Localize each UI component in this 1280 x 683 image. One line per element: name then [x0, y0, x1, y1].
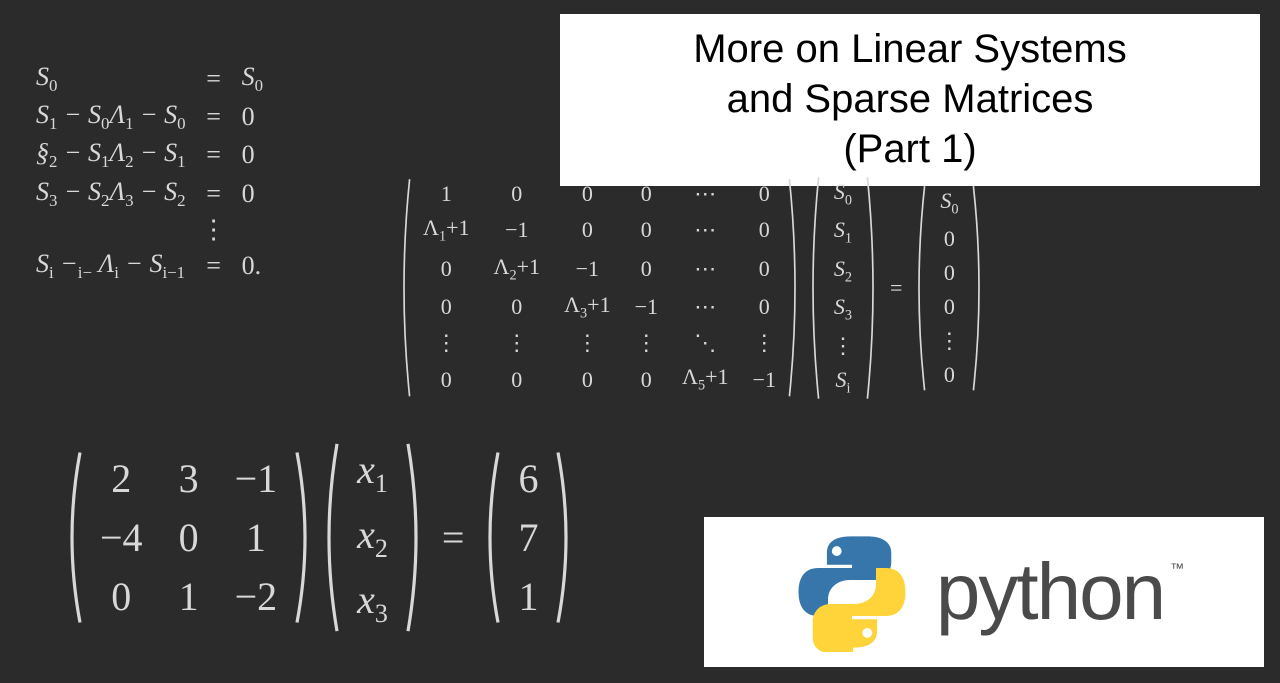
eq-rhs: 0. — [238, 247, 267, 285]
matrix-cell: S3 — [820, 290, 866, 328]
matrix-cell: 0 — [741, 177, 788, 211]
sparse-matrix-equation: 1000⋯0Λ1+1−100⋯00Λ2+1−10⋯000Λ3+1−1⋯0⋮⋮⋮⋮… — [395, 175, 988, 401]
title-line-2: and Sparse Matrices — [560, 74, 1260, 124]
matrix-cell: 3 — [161, 449, 217, 508]
matrix-cell: 0 — [552, 177, 623, 211]
matrix-cell: 0 — [741, 211, 788, 249]
matrix-cell: 0 — [623, 211, 670, 249]
matrix-cell: Λ5+1 — [670, 360, 741, 398]
python-wordmark: python™ — [936, 546, 1176, 638]
matrix-cell: ⋮ — [926, 324, 972, 358]
eq-rhs: 0 — [238, 98, 267, 136]
matrix-cell: ⋮ — [623, 326, 670, 360]
matrix-cell: ⋮ — [741, 326, 788, 360]
matrix-cell: 0 — [411, 288, 482, 326]
matrix-cell: 0 — [482, 288, 553, 326]
matrix-cell: Λ2+1 — [482, 250, 553, 288]
eq-lhs: S3 − S2Λ3 − S2 — [32, 175, 190, 213]
matrix-cell: 0 — [623, 177, 670, 211]
python-logo-icon — [792, 532, 912, 652]
trademark-symbol: ™ — [1170, 560, 1182, 576]
matrix-cell: x1 — [339, 440, 406, 505]
title-card: More on Linear Systems and Sparse Matric… — [560, 14, 1260, 186]
equation-system: S0=S0 S1 − S0Λ1 − S0=0 §2 − S1Λ2 − S1=0 … — [32, 60, 267, 285]
matrix-cell: ⋯ — [670, 211, 741, 249]
vector-b: S0000⋮0 — [912, 184, 986, 392]
matrix-cell: 7 — [500, 508, 556, 567]
matrix-cell: ⋮ — [820, 329, 866, 363]
matrix-cell: 0 — [482, 360, 553, 398]
matrix-cell: −1 — [741, 360, 788, 398]
eq-lhs: §2 − S1Λ2 − S1 — [32, 136, 190, 174]
matrix-cell: ⋱ — [670, 326, 741, 360]
matrix-cell: ⋮ — [552, 326, 623, 360]
eq-lhs: S0 — [32, 60, 190, 98]
matrix-cell: −1 — [623, 288, 670, 326]
matrix-A-3x3: 23−1 −40101−2 — [62, 449, 315, 626]
matrix-cell: Si — [820, 363, 866, 401]
eq-rhs: S0 — [238, 60, 267, 98]
matrix-cell: S0 — [926, 184, 972, 222]
matrix-cell: Λ3+1 — [552, 288, 623, 326]
matrix-cell: −1 — [482, 211, 553, 249]
matrix-cell: S2 — [820, 252, 866, 290]
matrix-cell: 2 — [82, 449, 161, 508]
matrix-cell: 1 — [500, 567, 556, 626]
matrix-cell: S0 — [820, 175, 866, 213]
matrix-cell: 0 — [82, 567, 161, 626]
matrix-cell: 1 — [161, 567, 217, 626]
matrix-cell: 0 — [926, 256, 972, 290]
matrix-cell: 0 — [411, 250, 482, 288]
matrix-cell: −1 — [552, 250, 623, 288]
title-line-3: (Part 1) — [560, 124, 1260, 174]
matrix-cell: ⋯ — [670, 288, 741, 326]
matrix-cell: 0 — [552, 211, 623, 249]
matrix-cell: −4 — [82, 508, 161, 567]
matrix-cell: 0 — [741, 288, 788, 326]
matrix-A: 1000⋯0Λ1+1−100⋯00Λ2+1−10⋯000Λ3+1−1⋯0⋮⋮⋮⋮… — [397, 177, 802, 399]
matrix-cell: Λ1+1 — [411, 211, 482, 249]
small-linear-system: 23−1−40101−2 x1x2x3 = 671 — [60, 440, 578, 635]
matrix-cell: ⋮ — [482, 326, 553, 360]
eq-lhs: Si −i− Λi − Si−1 — [32, 247, 190, 285]
matrix-cell: 0 — [926, 222, 972, 256]
matrix-cell: −2 — [217, 567, 296, 626]
matrix-cell: 0 — [926, 358, 972, 392]
python-logo-card: python™ — [704, 517, 1264, 667]
vector-b-3: 671 — [480, 449, 576, 626]
matrix-cell: 0 — [552, 360, 623, 398]
matrix-cell: 1 — [411, 177, 482, 211]
matrix-cell: 0 — [161, 508, 217, 567]
matrix-cell: x2 — [339, 505, 406, 570]
equals-sign: = — [442, 514, 465, 561]
matrix-cell: 0 — [623, 360, 670, 398]
matrix-cell: −1 — [217, 449, 296, 508]
matrix-cell: 0 — [623, 250, 670, 288]
matrix-cell: 0 — [741, 250, 788, 288]
matrix-cell: ⋯ — [670, 177, 741, 211]
matrix-cell: 6 — [500, 449, 556, 508]
title-line-1: More on Linear Systems — [560, 24, 1260, 74]
eq-rhs: 0 — [238, 175, 267, 213]
matrix-cell: S1 — [820, 213, 866, 251]
matrix-cell: 0 — [926, 290, 972, 324]
matrix-cell: 1 — [217, 508, 296, 567]
matrix-cell: ⋮ — [411, 326, 482, 360]
matrix-cell: x3 — [339, 570, 406, 635]
vector-x: S0S1S2S3⋮Si — [806, 175, 880, 401]
matrix-cell: 0 — [411, 360, 482, 398]
vector-x-3: x1x2x3 — [319, 440, 426, 635]
equals-sign: = — [890, 275, 902, 301]
eq-lhs: S1 − S0Λ1 − S0 — [32, 98, 190, 136]
eq-rhs: 0 — [238, 136, 267, 174]
matrix-cell: ⋯ — [670, 250, 741, 288]
matrix-cell: 0 — [482, 177, 553, 211]
